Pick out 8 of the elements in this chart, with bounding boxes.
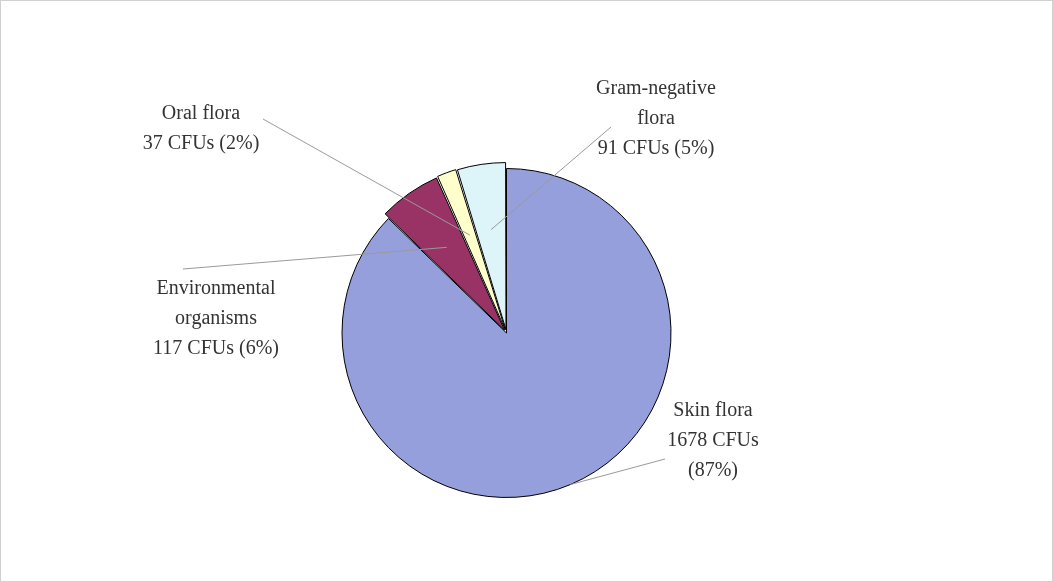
slice-label: Skin flora bbox=[673, 398, 753, 421]
slice-label: Gram-negative flora bbox=[596, 76, 717, 129]
data-label: 37 CFUs (2%) bbox=[142, 131, 260, 155]
slice-label: Oral flora bbox=[161, 101, 241, 124]
data-label: 91 CFUs (5%) bbox=[597, 136, 715, 160]
data-label: 1678 CFUs (87%) bbox=[667, 428, 760, 482]
slice-label: Environmental organisms bbox=[156, 276, 276, 330]
data-label: 117 CFUs (6%) bbox=[153, 336, 279, 360]
